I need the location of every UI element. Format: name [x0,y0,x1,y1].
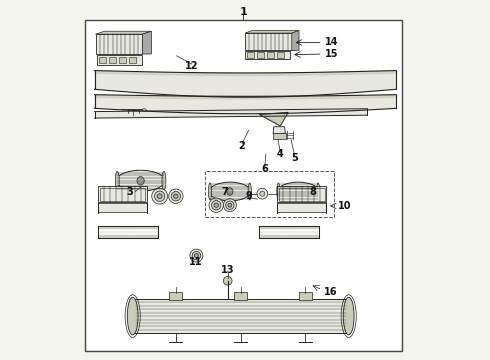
Circle shape [192,251,200,260]
Bar [98,57,106,63]
Circle shape [174,194,178,198]
Circle shape [190,249,203,262]
Circle shape [171,192,180,201]
Bar [109,57,116,63]
Bar [245,51,290,59]
Bar [299,292,312,300]
Text: 8: 8 [310,186,317,197]
Polygon shape [245,31,299,33]
Text: 6: 6 [262,164,268,174]
Polygon shape [98,226,157,228]
Circle shape [214,203,219,207]
Bar [234,292,247,300]
Ellipse shape [248,183,251,200]
Bar [129,57,136,63]
Text: 3: 3 [126,186,133,197]
Text: 7: 7 [221,186,228,197]
Circle shape [223,276,232,285]
Polygon shape [96,31,151,34]
Circle shape [257,188,268,199]
Bar [98,203,147,212]
Text: 15: 15 [325,49,339,59]
Circle shape [209,198,223,212]
Polygon shape [259,226,319,228]
Text: 13: 13 [221,265,235,275]
Polygon shape [95,109,367,118]
Polygon shape [259,112,288,126]
Bar [257,52,264,58]
Bar [133,299,349,333]
Ellipse shape [277,182,319,201]
Polygon shape [95,95,396,114]
Polygon shape [96,34,143,54]
Ellipse shape [343,297,354,335]
Text: 10: 10 [338,201,351,211]
Bar [279,188,324,201]
Text: 5: 5 [291,153,298,163]
Ellipse shape [208,183,212,200]
Circle shape [169,189,183,203]
Text: 4: 4 [277,149,284,159]
Bar [85,20,402,351]
Ellipse shape [295,188,301,195]
Ellipse shape [116,170,165,191]
Bar [277,186,326,202]
Bar [205,171,334,217]
Ellipse shape [277,183,280,200]
Circle shape [226,201,234,210]
Ellipse shape [137,176,144,185]
Text: 9: 9 [245,191,252,201]
Text: 14: 14 [325,37,339,48]
Ellipse shape [227,188,233,195]
Bar [170,292,182,300]
Circle shape [152,188,168,204]
Bar [267,52,274,58]
Polygon shape [259,235,319,238]
Circle shape [157,194,162,199]
Circle shape [228,203,232,207]
Ellipse shape [317,183,320,200]
Ellipse shape [115,171,119,190]
Bar [98,186,147,202]
Polygon shape [95,71,396,97]
Text: 12: 12 [185,60,198,71]
Polygon shape [292,31,299,50]
Ellipse shape [142,109,147,112]
Polygon shape [98,235,157,238]
Circle shape [223,199,236,212]
Ellipse shape [162,171,166,190]
Bar [277,203,326,212]
Circle shape [154,191,165,201]
Text: 2: 2 [239,141,245,151]
Polygon shape [143,31,151,54]
Text: 11: 11 [189,257,202,267]
Ellipse shape [209,182,250,201]
Bar [273,133,286,139]
Circle shape [212,201,221,210]
Text: 16: 16 [324,287,338,297]
Circle shape [195,254,198,257]
Bar [99,188,145,201]
Ellipse shape [127,297,138,335]
Circle shape [260,191,265,196]
Polygon shape [273,127,285,134]
Polygon shape [245,33,292,50]
Bar [97,55,142,65]
Bar [277,52,284,58]
Bar [247,52,254,58]
Bar [119,57,125,63]
Text: 1: 1 [239,6,247,17]
